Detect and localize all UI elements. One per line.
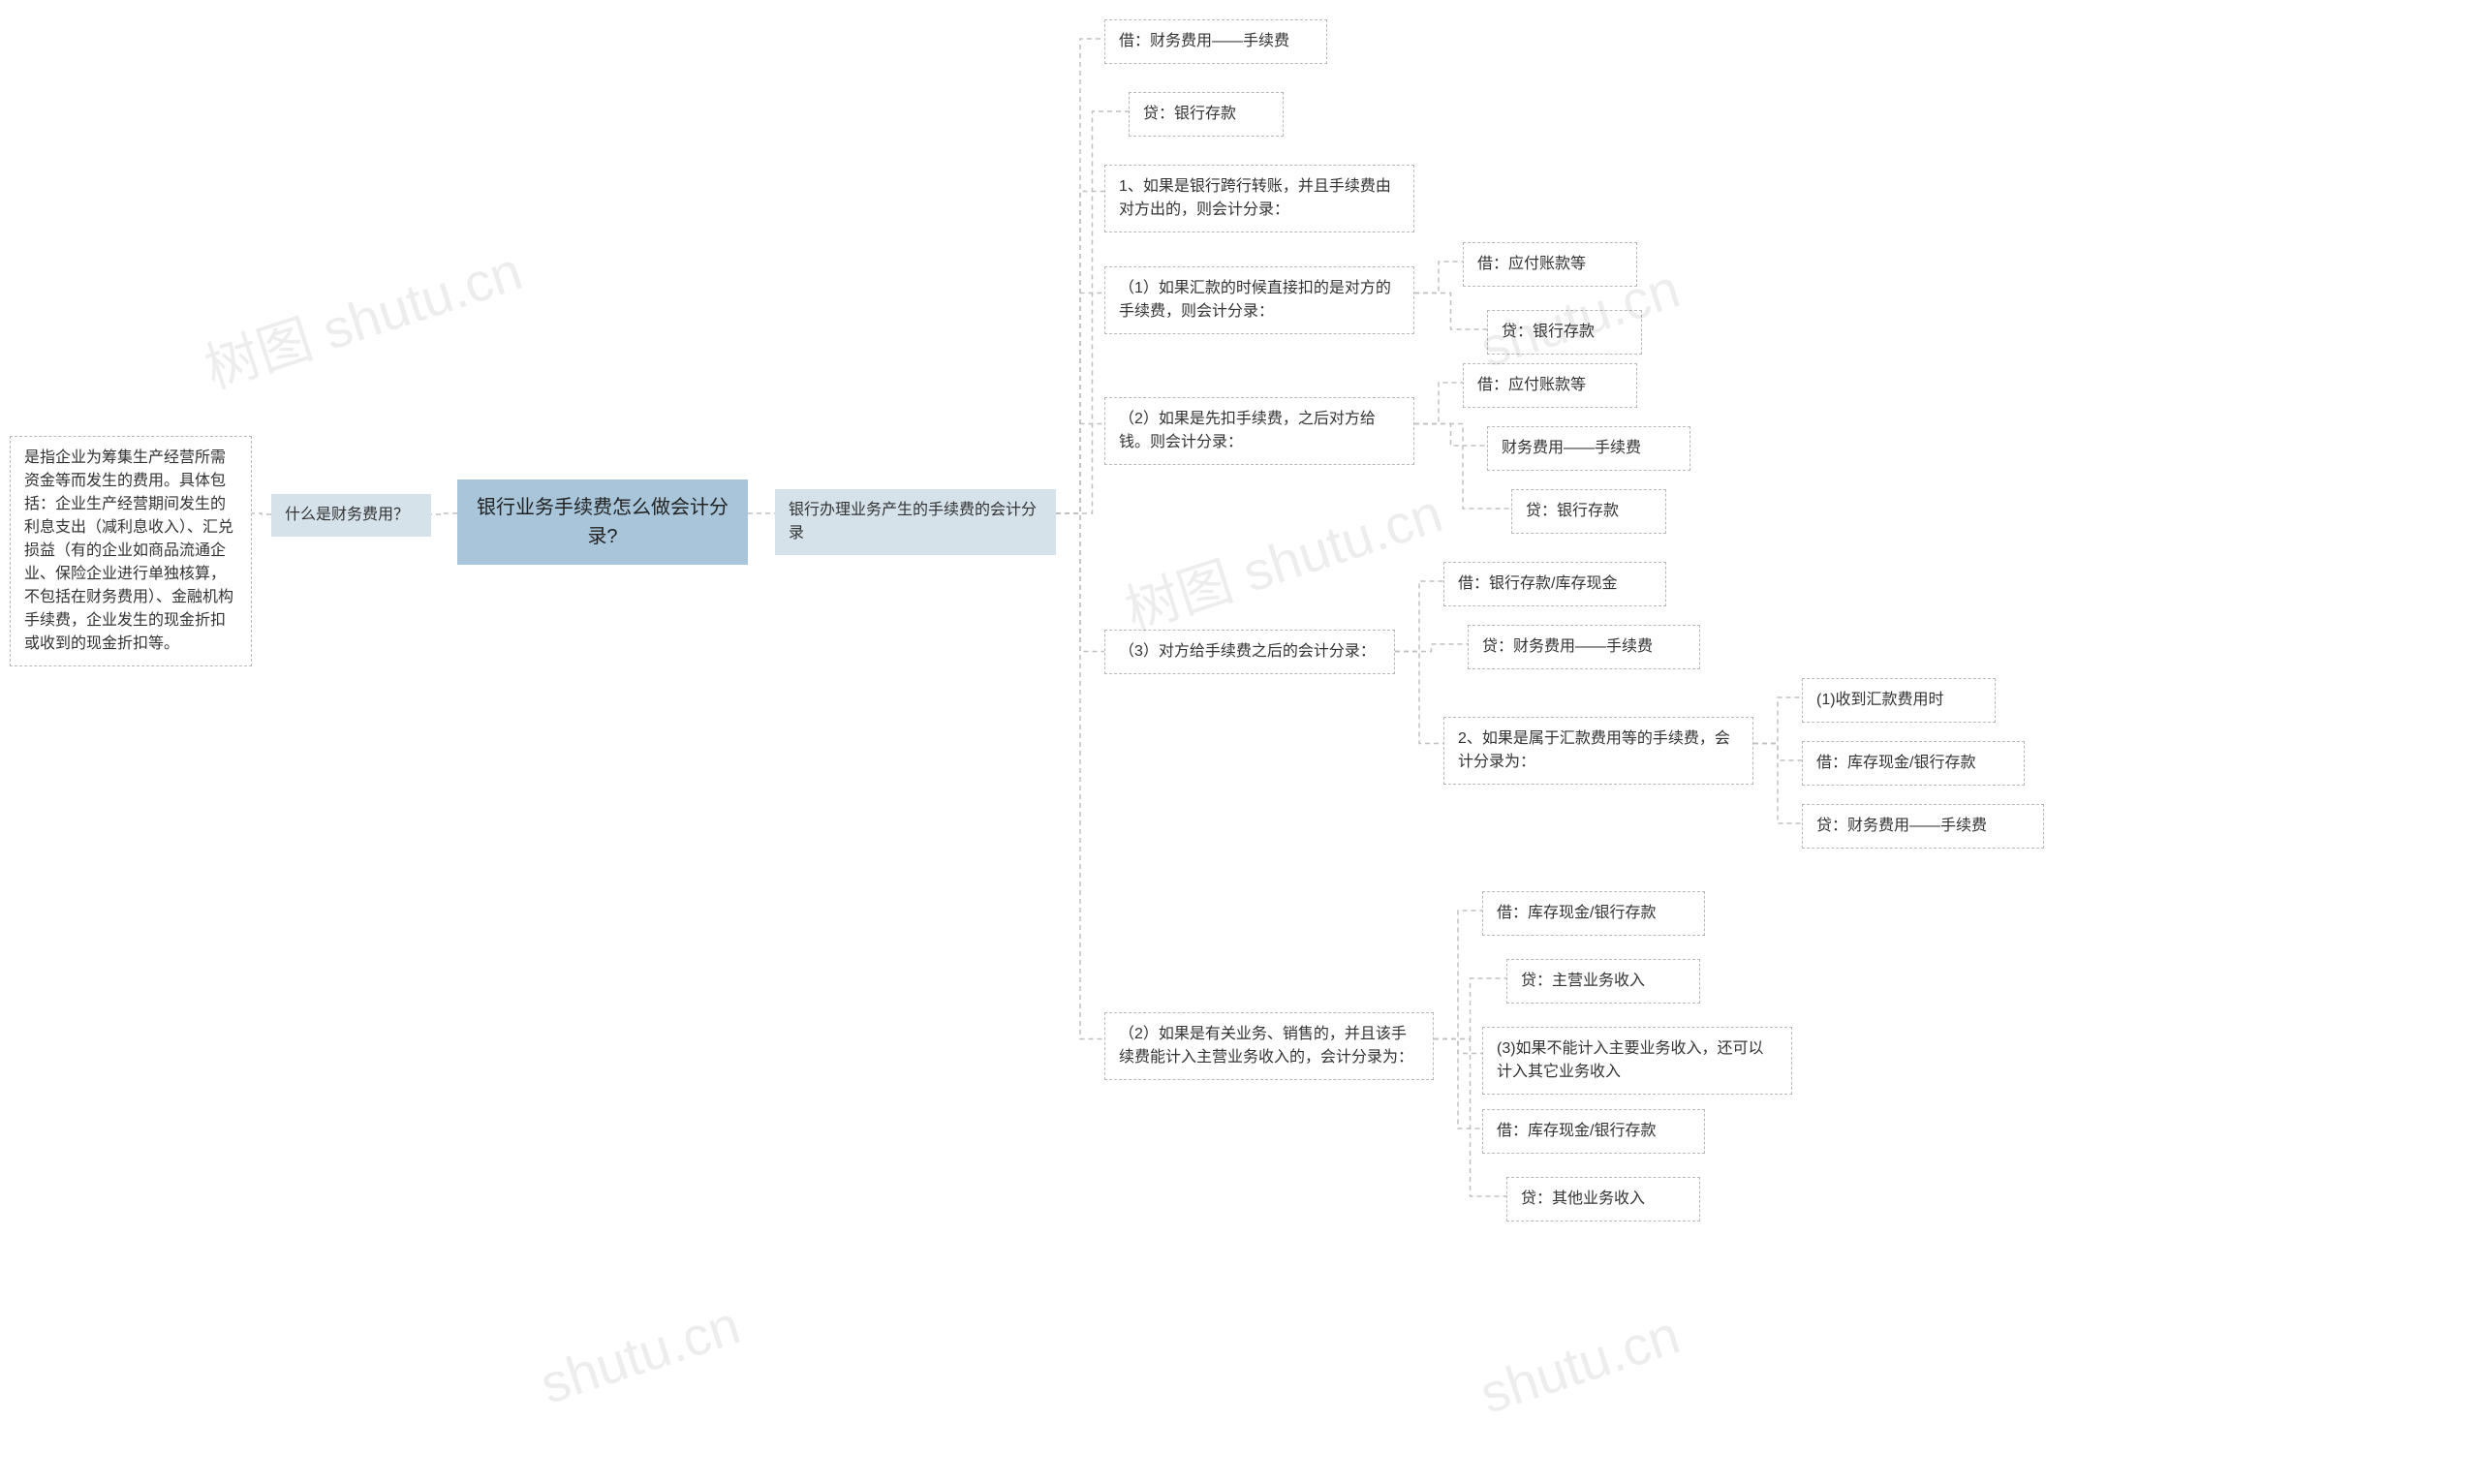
connector-line (1056, 192, 1104, 514)
connector-line (1414, 262, 1463, 294)
mindmap-node-r_e1: 借：应付账款等 (1463, 363, 1637, 408)
watermark-text: shutu.cn (533, 1293, 747, 1416)
mindmap-node-rightQ: 银行办理业务产生的手续费的会计分录 (775, 489, 1056, 555)
connector-line (1414, 383, 1463, 424)
mindmap-node-r_e2: 财务费用——手续费 (1487, 426, 1690, 471)
mindmap-node-leftA: 是指企业为筹集生产经营所需资金等而发生的费用。具体包括：企业生产经营期间发生的利… (10, 436, 252, 666)
mindmap-node-r_g4: 借：库存现金/银行存款 (1482, 1109, 1705, 1154)
connector-line (1414, 424, 1487, 447)
connector-line (1056, 513, 1104, 1039)
connector-line (252, 513, 271, 514)
mindmap-node-r_e: （2）如果是先扣手续费，之后对方给钱。则会计分录： (1104, 397, 1414, 465)
connector-line (1753, 744, 1802, 824)
mindmap-node-r_f1: 借：银行存款/库存现金 (1443, 562, 1666, 606)
connector-line (1434, 911, 1482, 1039)
mindmap-node-r_f3a: (1)收到汇款费用时 (1802, 678, 1996, 723)
mindmap-node-r_g2: 贷：主营业务收入 (1506, 959, 1700, 1004)
mindmap-node-r_f3b: 借：库存现金/银行存款 (1802, 741, 2025, 786)
mindmap-node-r_d1: 借：应付账款等 (1463, 242, 1637, 287)
connector-line (1395, 581, 1443, 652)
mindmap-node-r_g3: (3)如果不能计入主要业务收入，还可以计入其它业务收入 (1482, 1027, 1792, 1095)
mindmap-node-r_c: 1、如果是银行跨行转账，并且手续费由对方出的，则会计分录： (1104, 165, 1414, 232)
mindmap-node-r_g1: 借：库存现金/银行存款 (1482, 891, 1705, 936)
mindmap-node-root: 银行业务手续费怎么做会计分录? (457, 479, 748, 565)
connector-line (1395, 644, 1468, 652)
watermark-text: shutu.cn (1472, 1303, 1687, 1426)
mindmap-node-r_f2: 贷：财务费用——手续费 (1468, 625, 1700, 669)
connector-line (1414, 294, 1487, 330)
watermark-text: 树图 shutu.cn (194, 228, 531, 404)
connector-line (1056, 513, 1104, 652)
connector-line (1753, 744, 1802, 761)
connector-line (1395, 652, 1443, 744)
mindmap-node-r_f: （3）对方给手续费之后的会计分录： (1104, 630, 1395, 674)
connector-line (1434, 1039, 1482, 1129)
mindmap-node-r_f3c: 贷：财务费用——手续费 (1802, 804, 2044, 849)
mindmap-node-r_g: （2）如果是有关业务、销售的，并且该手续费能计入主营业务收入的，会计分录为： (1104, 1012, 1434, 1080)
mindmap-node-leftQ: 什么是财务费用？ (271, 494, 431, 537)
connector-line (1056, 424, 1104, 514)
connector-line (1056, 39, 1104, 513)
mindmap-node-r_e3: 贷：银行存款 (1511, 489, 1666, 534)
connector-line (1753, 697, 1802, 744)
mindmap-node-r_d2: 贷：银行存款 (1487, 310, 1642, 355)
connector-line (1056, 294, 1104, 514)
mindmap-node-r_d: （1）如果汇款的时候直接扣的是对方的手续费，则会计分录： (1104, 266, 1414, 334)
connector-line (1434, 1039, 1482, 1054)
watermark-text: 树图 shutu.cn (1114, 470, 1451, 646)
connector-line (431, 513, 457, 514)
mindmap-node-r_b: 贷：银行存款 (1129, 92, 1284, 137)
mindmap-node-r_a: 借：财务费用——手续费 (1104, 19, 1327, 64)
mindmap-node-r_f3: 2、如果是属于汇款费用等的手续费，会计分录为： (1443, 717, 1753, 785)
mindmap-node-r_g5: 贷：其他业务收入 (1506, 1177, 1700, 1221)
